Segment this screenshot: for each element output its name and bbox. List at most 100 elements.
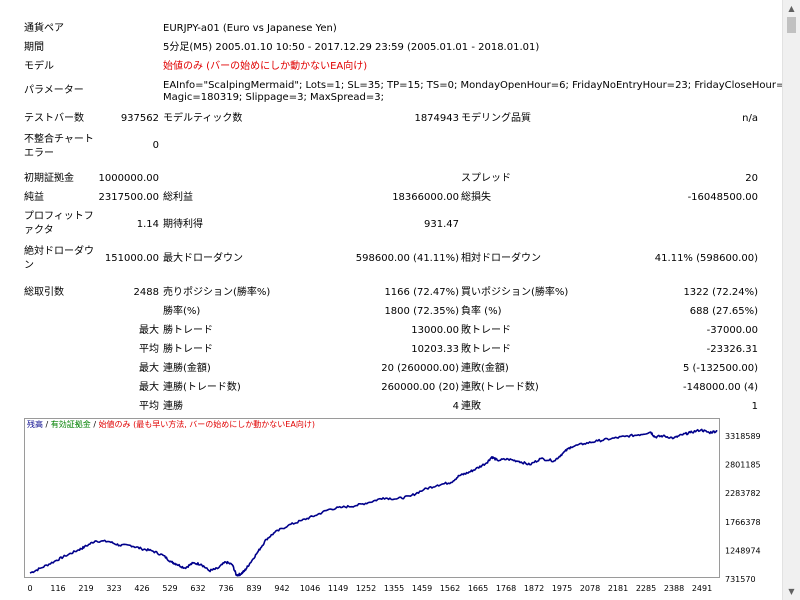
x-tick-label: 1562 bbox=[440, 584, 460, 593]
maximal-label: 最大 bbox=[139, 382, 159, 393]
bars-label: テストバー数 bbox=[24, 113, 84, 124]
x-tick-label: 2285 bbox=[636, 584, 656, 593]
x-tick-label: 2491 bbox=[692, 584, 712, 593]
legend-separator: / bbox=[90, 420, 99, 429]
absolute-drawdown-label-2: ン bbox=[24, 260, 34, 271]
avg-consec-wins-value: 4 bbox=[452, 401, 459, 412]
long-positions-value: 1322 (72.24%) bbox=[683, 287, 758, 298]
parameters-line-2: Magic=180319; Slippage=3; MaxSpread=3; bbox=[163, 92, 384, 103]
gross-loss-label: 総損失 bbox=[461, 192, 491, 203]
x-tick-label: 1355 bbox=[384, 584, 404, 593]
largest-win-label: 勝トレード bbox=[163, 325, 213, 336]
x-tick-label: 2388 bbox=[664, 584, 684, 593]
vertical-scrollbar[interactable]: ▲ ▼ bbox=[782, 0, 800, 600]
x-tick-label: 942 bbox=[274, 584, 289, 593]
deposit-label: 初期証拠金 bbox=[24, 173, 74, 184]
spread-label: スプレッド bbox=[461, 173, 511, 184]
avg-consec-wins-label: 連勝 bbox=[163, 401, 183, 412]
x-tick-label: 1975 bbox=[552, 584, 572, 593]
expected-payoff-label: 期待利得 bbox=[163, 219, 203, 230]
largest-label: 最大 bbox=[139, 325, 159, 336]
avg-consec-losses-label: 連敗 bbox=[461, 401, 481, 412]
net-profit-label: 純益 bbox=[24, 192, 44, 203]
maximal-drawdown-label: 最大ドローダウン bbox=[163, 253, 243, 264]
mismatch-label: 不整合チャート bbox=[24, 134, 94, 145]
x-tick-label: 1768 bbox=[496, 584, 516, 593]
profit-trades-label: 勝率(%) bbox=[163, 306, 201, 317]
model-label: モデル bbox=[24, 61, 54, 72]
average-label: 平均 bbox=[139, 344, 159, 355]
x-tick-label: 1252 bbox=[356, 584, 376, 593]
x-tick-label: 426 bbox=[134, 584, 149, 593]
profit-factor-label: プロフィットフ bbox=[24, 211, 94, 222]
max-consec-wins-label: 連勝(金額) bbox=[163, 363, 211, 374]
avg-loss-value: -23326.31 bbox=[706, 344, 758, 355]
max-consec-profit-value: 260000.00 (20) bbox=[381, 382, 459, 393]
x-tick-label: 632 bbox=[190, 584, 205, 593]
x-tick-label: 323 bbox=[106, 584, 121, 593]
max-consec-loss-value: -148000.00 (4) bbox=[682, 382, 758, 393]
quality-label: モデリング品質 bbox=[461, 113, 531, 124]
scroll-up-icon[interactable]: ▲ bbox=[788, 4, 795, 13]
period-label: 期間 bbox=[24, 42, 44, 53]
long-positions-label: 買いポジション(勝率%) bbox=[461, 287, 569, 298]
loss-trades-label: 負率 (%) bbox=[461, 306, 502, 317]
scroll-down-icon[interactable]: ▼ bbox=[788, 587, 795, 596]
balance-chart-frame bbox=[24, 418, 720, 578]
profit-factor-label-2: ァクタ bbox=[24, 225, 54, 236]
total-trades-label: 総取引数 bbox=[24, 287, 64, 298]
maximal-drawdown-value: 598600.00 (41.11%) bbox=[355, 253, 459, 264]
avg-loss-label: 敗トレード bbox=[461, 344, 511, 355]
symbol-value: EURJPY-a01 (Euro vs Japanese Yen) bbox=[163, 23, 337, 34]
scroll-thumb[interactable] bbox=[787, 17, 796, 33]
x-tick-label: 1149 bbox=[328, 584, 348, 593]
relative-drawdown-label: 相対ドローダウン bbox=[461, 253, 541, 264]
net-profit-value: 2317500.00 bbox=[98, 192, 159, 203]
period-value: 5分足(M5) 2005.01.10 10:50 - 2017.12.29 23… bbox=[163, 42, 540, 53]
x-tick-label: 1872 bbox=[524, 584, 544, 593]
x-tick-label: 1459 bbox=[412, 584, 432, 593]
legend-separator: / bbox=[43, 420, 51, 429]
max-consec-loss-label: 連敗(トレード数) bbox=[461, 382, 539, 393]
balance-chart: 3318589 2801185 2283782 1766378 1248974 73157… bbox=[27, 428, 761, 593]
bars-value: 937562 bbox=[120, 113, 159, 124]
model-value: 始値のみ (バーの始めにしか動かないEA向け) bbox=[163, 61, 368, 72]
y-tick-label: 3318589 bbox=[725, 432, 761, 441]
legend-equity: 有効証拠金 bbox=[50, 420, 91, 429]
max-consec-losses-value: 5 (-132500.00) bbox=[682, 363, 758, 374]
y-tick-label: 731570 bbox=[725, 575, 756, 584]
chart-legend: 残高 / 有効証拠金 / 始値のみ (最も早い方法, バーの始めにしか動かないE… bbox=[27, 420, 315, 430]
parameters-line-1: EAInfo="ScalpingMermaid"; Lots=1; SL=35;… bbox=[163, 80, 800, 91]
short-positions-value: 1166 (72.47%) bbox=[384, 287, 459, 298]
maximum-label: 最大 bbox=[139, 363, 159, 374]
x-tick-label: 2181 bbox=[608, 584, 628, 593]
x-tick-label: 839 bbox=[246, 584, 261, 593]
y-tick-label: 2801185 bbox=[725, 461, 761, 470]
absolute-drawdown-label: 絶対ドローダウ bbox=[24, 246, 94, 257]
deposit-value: 1000000.00 bbox=[98, 173, 159, 184]
relative-drawdown-value: 41.11% (598600.00) bbox=[654, 253, 758, 264]
x-tick-label: 116 bbox=[50, 584, 65, 593]
profit-trades-value: 1800 (72.35%) bbox=[384, 306, 459, 317]
ticks-value: 1874943 bbox=[414, 113, 459, 124]
x-tick-label: 0 bbox=[27, 584, 32, 593]
gross-loss-value: -16048500.00 bbox=[687, 192, 758, 203]
y-tick-label: 2283782 bbox=[725, 489, 761, 498]
avg-win-label: 勝トレード bbox=[163, 344, 213, 355]
symbol-label: 通貨ペア bbox=[24, 23, 64, 34]
legend-model: 始値のみ (最も早い方法, バーの始めにしか動かないEA向け) bbox=[98, 420, 315, 429]
average-consec-label: 平均 bbox=[139, 401, 159, 412]
avg-win-value: 10203.33 bbox=[411, 344, 459, 355]
short-positions-label: 売りポジション(勝率%) bbox=[163, 287, 271, 298]
max-consec-losses-label: 連敗(金額) bbox=[461, 363, 509, 374]
spread-value: 20 bbox=[745, 173, 758, 184]
total-trades-value: 2488 bbox=[133, 287, 159, 298]
x-tick-label: 529 bbox=[162, 584, 177, 593]
mismatch-value: 0 bbox=[152, 140, 159, 151]
max-consec-wins-value: 20 (260000.00) bbox=[381, 363, 459, 374]
x-tick-label: 2078 bbox=[580, 584, 600, 593]
profit-factor-value: 1.14 bbox=[136, 219, 159, 230]
x-tick-label: 1665 bbox=[468, 584, 488, 593]
loss-trades-value: 688 (27.65%) bbox=[689, 306, 758, 317]
absolute-drawdown-value: 151000.00 bbox=[104, 253, 159, 264]
